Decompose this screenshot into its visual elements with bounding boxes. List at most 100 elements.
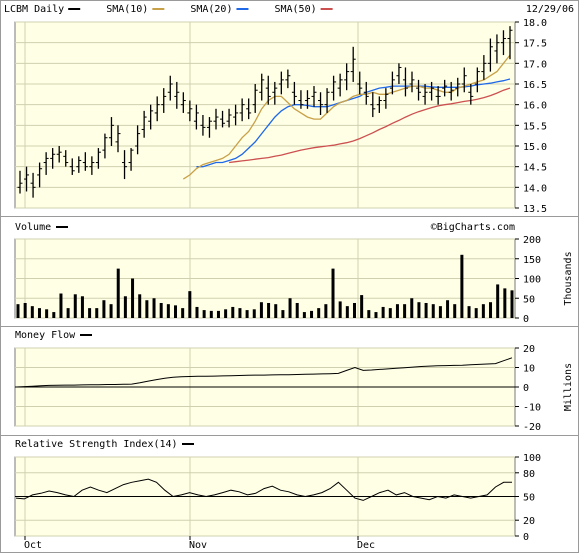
volume-bar-12	[102, 300, 106, 318]
ohlc-bar-63	[429, 81, 435, 101]
ohlc-bar-42	[291, 81, 297, 105]
volume-bar-0	[16, 304, 20, 318]
ohlc-bar-40	[278, 71, 284, 95]
rsi-title: Relative Strength Index(14)	[15, 439, 178, 450]
ohlc-bar-1	[24, 166, 30, 192]
rsi-tick-label-2: 50	[523, 493, 535, 504]
moneyflow-tick-label-4: -20	[523, 422, 541, 433]
price-panel	[14, 21, 516, 209]
volume-bar-21	[166, 304, 170, 318]
volume-bar-33	[252, 309, 256, 318]
volume-bar-5	[52, 312, 56, 318]
price-tick-label-4: 16.0	[523, 101, 547, 112]
volume-bar-32	[245, 310, 249, 318]
ohlc-bar-49	[337, 73, 343, 97]
ohlc-bar-47	[324, 88, 330, 113]
ohlc-bar-61	[416, 79, 422, 101]
ohlc-bar-30	[213, 108, 219, 130]
volume-bar-31	[238, 308, 242, 318]
price-tick-label-7: 14.5	[523, 163, 547, 174]
ohlc-bar-48	[331, 75, 337, 101]
volume-bar-7	[66, 308, 70, 318]
rsi-tick-label-3: 20	[523, 516, 535, 527]
volume-bar-34	[259, 302, 263, 318]
volume-bar-42	[317, 308, 321, 318]
volume-bar-22	[174, 305, 178, 318]
volume-bar-52	[388, 308, 392, 318]
ohlc-bar-60	[409, 71, 415, 93]
ohlc-bar-37	[259, 73, 265, 101]
volume-bar-17	[138, 294, 142, 318]
ohlc-bar-35	[246, 98, 252, 120]
ohlc-bar-50	[344, 63, 350, 91]
ohlc-bar-43	[298, 90, 304, 109]
volume-bar-67	[496, 284, 500, 318]
volume-bar-27	[209, 310, 213, 318]
legend-label-0: LCBM Daily	[4, 4, 64, 15]
ohlc-bar-18	[135, 125, 141, 155]
watermark: ©BigCharts.com	[431, 222, 515, 233]
ohlc-bar-71	[481, 55, 487, 80]
month-label-2: Dec	[357, 540, 375, 551]
volume-tick-label-0: 200	[523, 235, 541, 246]
ohlc-bar-73	[494, 34, 500, 64]
volume-bar-46	[345, 306, 349, 318]
volume-tick-label-2: 100	[523, 275, 541, 286]
price-tick-label-5: 15.5	[523, 121, 547, 132]
ohlc-bar-36	[252, 84, 258, 113]
ohlc-bar-33	[233, 104, 239, 126]
volume-bar-41	[310, 310, 314, 318]
ohlc-bar-15	[115, 125, 121, 153]
ohlc-bar-46	[318, 92, 324, 115]
ohlc-bar-14	[108, 117, 114, 146]
volume-bar-30	[231, 306, 235, 318]
volume-bar-64	[474, 308, 478, 318]
ohlc-bar-38	[265, 75, 271, 105]
ohlc-bar-62	[422, 84, 428, 105]
volume-bar-20	[159, 302, 163, 318]
ohlc-bar-67	[455, 77, 461, 97]
ohlc-bar-2	[30, 172, 36, 198]
volume-bar-2	[30, 306, 34, 318]
moneyflow-tick-label-0: 20	[523, 344, 535, 355]
moneyflow-tick-label-2: 0	[523, 383, 529, 394]
volume-bar-54	[403, 304, 407, 318]
volume-bar-37	[281, 310, 285, 318]
ohlc-bar-75	[507, 26, 513, 60]
ohlc-bar-57	[389, 71, 395, 95]
ohlc-bar-32	[226, 108, 232, 128]
volume-bar-50	[374, 312, 378, 318]
volume-bar-38	[288, 298, 292, 318]
sma50-line	[229, 87, 511, 164]
volume-bar-13	[109, 304, 113, 318]
volume-bar-23	[181, 308, 185, 318]
ohlc-bar-34	[239, 98, 245, 122]
ohlc-bar-56	[383, 88, 389, 109]
price-tick-label-8: 14.0	[523, 183, 547, 194]
volume-bar-45	[338, 301, 342, 318]
volume-bar-19	[152, 298, 156, 318]
ohlc-bar-20	[148, 104, 154, 130]
ohlc-bar-54	[370, 92, 376, 118]
ohlc-bar-55	[376, 96, 382, 113]
ohlc-bar-65	[442, 79, 448, 97]
ohlc-bar-72	[487, 38, 493, 72]
ohlc-bar-52	[357, 71, 363, 95]
price-tick-label-1: 17.5	[523, 39, 547, 50]
ohlc-bar-27	[193, 104, 199, 130]
ohlc-bar-22	[161, 88, 167, 113]
volume-bar-18	[145, 300, 149, 318]
volume-tick-label-4: 0	[523, 314, 529, 325]
rsi-tick-label-1: 80	[523, 469, 535, 480]
ohlc-bar-29	[206, 117, 212, 138]
ohlc-bar-68	[461, 67, 467, 93]
ohlc-bar-7	[63, 150, 69, 167]
month-label-0: Oct	[24, 540, 42, 551]
rsi-tick-label-4: 0	[523, 532, 529, 543]
volume-bar-26	[202, 310, 206, 318]
volume-bar-16	[131, 278, 135, 318]
volume-bar-35	[267, 302, 271, 318]
ohlc-bar-64	[435, 86, 441, 105]
